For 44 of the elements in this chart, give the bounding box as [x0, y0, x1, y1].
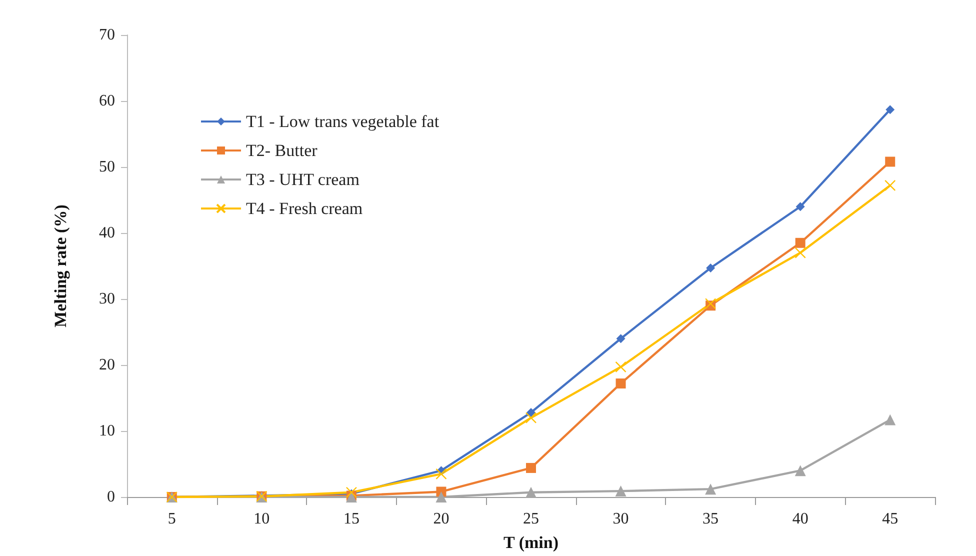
- point: [795, 238, 806, 248]
- point: [794, 247, 806, 258]
- legend-label: T1 - Low trans vegetable fat: [246, 112, 440, 131]
- x-axis-title: T (min): [504, 533, 558, 552]
- point: [704, 298, 716, 310]
- point: [615, 361, 626, 373]
- x-tick-label: 40: [792, 510, 808, 528]
- y-tick-label: 20: [99, 356, 115, 374]
- point: [705, 484, 716, 495]
- point: [796, 202, 805, 212]
- y-tick-label: 10: [99, 422, 115, 440]
- x-tick-label: 10: [254, 510, 270, 528]
- point: [886, 105, 895, 114]
- x-tick-label: 30: [612, 510, 629, 528]
- y-tick-label: 0: [107, 488, 115, 506]
- legend-label: T2- Butter: [246, 141, 318, 160]
- point: [526, 462, 536, 473]
- point: [794, 465, 806, 476]
- point: [436, 468, 447, 480]
- point: [346, 486, 358, 498]
- point: [526, 486, 536, 498]
- point: [436, 492, 447, 502]
- x-tick-label: 5: [168, 510, 176, 528]
- x-tick-label: 20: [433, 510, 450, 528]
- y-tick-label: 70: [99, 26, 115, 44]
- y-tick-label: 30: [99, 290, 115, 308]
- point: [884, 414, 896, 426]
- y-tick-label: 60: [99, 92, 115, 110]
- legend-label: T4 - Fresh cream: [246, 199, 363, 218]
- legend-label: T3 - UHT cream: [246, 170, 360, 189]
- point: [615, 486, 626, 497]
- point: [884, 180, 896, 192]
- point: [616, 334, 626, 344]
- point: [706, 263, 716, 272]
- y-axis-title: Melting rate (%): [51, 204, 70, 328]
- point: [885, 156, 896, 167]
- x-tick-label: 45: [882, 510, 898, 528]
- point: [616, 378, 626, 388]
- y-tick-label: 50: [99, 158, 115, 176]
- y-tick-label: 40: [99, 224, 115, 242]
- x-tick-label: 35: [702, 510, 719, 528]
- x-tick-label: 25: [523, 510, 539, 528]
- x-tick-label: 15: [343, 510, 360, 528]
- point: [525, 412, 537, 424]
